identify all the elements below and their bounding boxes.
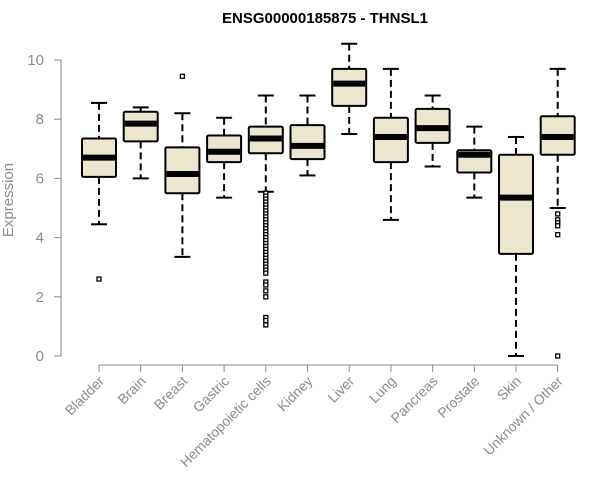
x-tick-label: Prostate xyxy=(434,373,482,421)
outlier-point xyxy=(555,353,561,359)
x-tick-label: Bladder xyxy=(62,373,108,419)
outlier-point xyxy=(263,317,269,324)
outlier-point xyxy=(263,288,269,294)
box-prostate xyxy=(456,125,493,199)
outlier-point xyxy=(555,231,561,238)
box-brain xyxy=(122,106,159,180)
outlier-point xyxy=(179,73,186,79)
y-tick-label: 10 xyxy=(27,52,44,69)
x-tick-label: Lung xyxy=(366,373,399,406)
y-tick-label: 0 xyxy=(36,348,44,365)
y-axis: 0 2 4 6 8 10 xyxy=(27,52,62,365)
x-tick-label: Kidney xyxy=(274,373,316,415)
chart-title: ENSG00000185875 - THNSL1 xyxy=(222,10,428,27)
box-bladder xyxy=(81,101,117,282)
outlier-point xyxy=(555,223,561,229)
box-breast xyxy=(164,73,201,258)
box-liver xyxy=(331,42,368,135)
outlier-point xyxy=(555,211,561,217)
box-iqr xyxy=(331,67,368,107)
y-tick-label: 8 xyxy=(36,111,44,128)
box-gastric xyxy=(206,116,243,199)
outlier-point xyxy=(263,294,269,300)
y-tick-label: 2 xyxy=(36,289,44,306)
y-tick-label: 4 xyxy=(36,230,44,247)
x-tick-label: Brain xyxy=(114,373,148,407)
box-skin xyxy=(498,135,534,357)
box-iqr xyxy=(164,146,201,195)
box-iqr xyxy=(498,153,534,255)
box-pancreas xyxy=(414,94,451,168)
outlier-point xyxy=(96,276,102,282)
box-iqr xyxy=(289,124,326,161)
box-hematopoietic-cells xyxy=(247,94,284,328)
y-tick-label: 6 xyxy=(36,170,44,187)
box-kidney xyxy=(289,94,326,177)
outlier-point xyxy=(263,282,269,288)
outlier-point xyxy=(263,322,269,328)
x-tick-label: Breast xyxy=(151,373,191,413)
x-tick-label: Skin xyxy=(494,373,525,404)
y-axis-label: Expression xyxy=(0,163,17,237)
box-unknown-other xyxy=(539,67,576,359)
box-lung xyxy=(372,67,409,221)
x-tick-label: Liver xyxy=(325,373,358,406)
x-tick-label: Unknown / Other xyxy=(480,373,566,459)
outlier-point xyxy=(263,270,269,276)
boxes-group xyxy=(81,42,576,359)
